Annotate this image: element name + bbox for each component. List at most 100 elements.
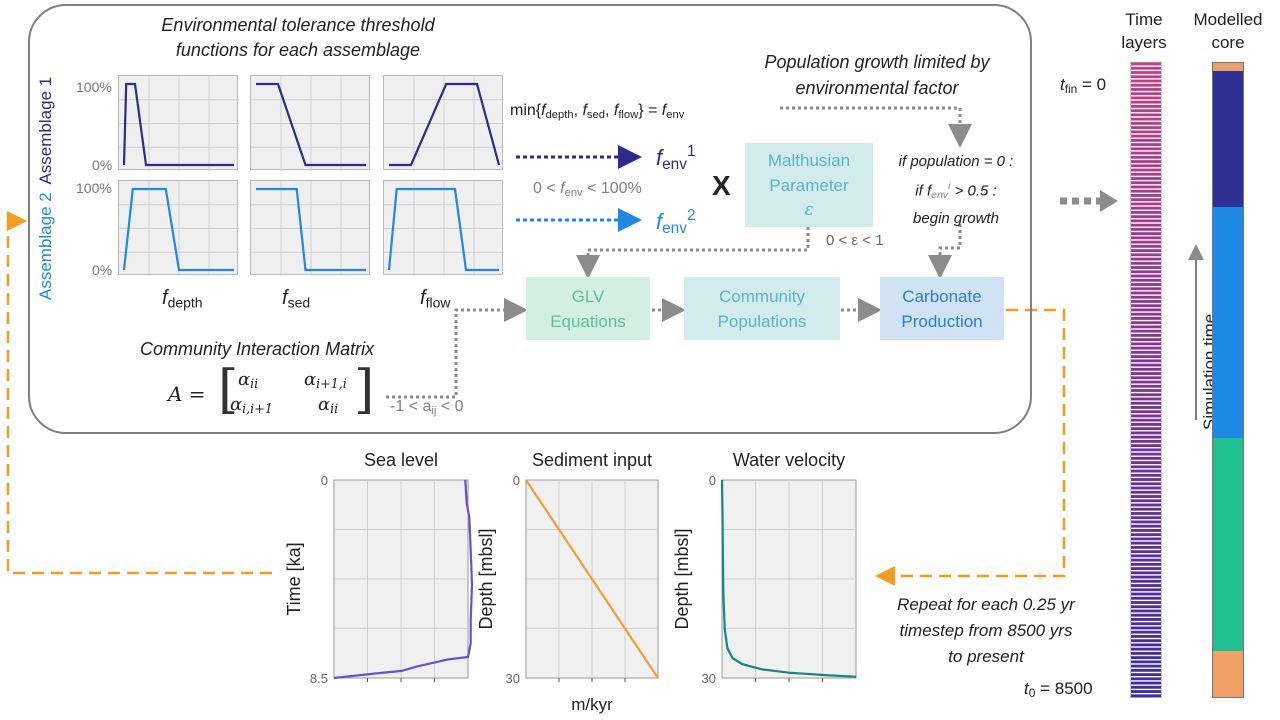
- time-layer: [1131, 660, 1161, 664]
- time-layer: [1131, 545, 1161, 549]
- time-layer: [1131, 342, 1161, 346]
- time-layer: [1131, 380, 1161, 384]
- time-layer: [1131, 185, 1161, 189]
- growth-condition: if population = 0 : if fenvi > 0.5 : beg…: [898, 153, 1014, 227]
- chart-2: Water velocity Depth [mbsl] 0 30: [672, 450, 857, 686]
- epsilon-range: 0 < ε < 1: [826, 232, 884, 249]
- modelled-core-title: Modelled core: [1193, 10, 1263, 52]
- time-layer: [1131, 456, 1161, 460]
- repeat-note: Repeat for each 0.25 yr timestep from 85…: [897, 595, 1075, 666]
- chart-ylabel: Depth [mbsl]: [672, 528, 692, 629]
- time-layer: [1131, 325, 1161, 329]
- time-layer: [1131, 338, 1161, 342]
- core-segment: [1213, 438, 1243, 651]
- time-layer: [1131, 75, 1161, 79]
- time-layer: [1131, 100, 1161, 104]
- loop-right: [875, 308, 1066, 586]
- time-layer: [1131, 227, 1161, 231]
- time-layer: [1131, 664, 1161, 668]
- time-layer: [1131, 147, 1161, 151]
- time-layer: [1131, 363, 1161, 367]
- time-layer: [1131, 685, 1161, 689]
- time-layer: [1131, 359, 1161, 363]
- model-panel: [28, 4, 1032, 434]
- time-layer: [1131, 579, 1161, 583]
- tolerance-plot-a2-1: [250, 180, 371, 276]
- time-layer: [1131, 223, 1161, 227]
- time-layer: [1131, 673, 1161, 676]
- time-layer: [1131, 554, 1161, 558]
- time-layer: [1131, 172, 1161, 176]
- time-layer: [1131, 622, 1161, 626]
- forcing-charts: Sea level Time [ka] 0 8.5 Sediment input Dept…: [284, 450, 857, 714]
- multiply-sign: X: [712, 170, 731, 201]
- time-layer: [1131, 244, 1161, 248]
- time-layer: [1131, 372, 1161, 375]
- carbonate-production-box: Carbonate Production: [880, 277, 1004, 340]
- time-layer: [1131, 350, 1161, 354]
- core-segment: [1213, 206, 1243, 439]
- time-layer: [1131, 155, 1161, 159]
- time-layer: [1131, 126, 1161, 130]
- cim-title: Community Interaction Matrix: [140, 339, 375, 359]
- tolerance-plot-a1-1: [250, 75, 371, 171]
- tick-0-row1: 0%: [92, 157, 113, 173]
- chart-series-line: [525, 479, 659, 679]
- tick-0-row2: 0%: [92, 262, 113, 278]
- tfin-label: tfin = 0: [1060, 75, 1107, 96]
- time-layer: [1131, 71, 1161, 74]
- time-layer: [1131, 656, 1161, 660]
- time-layer: [1131, 270, 1161, 274]
- time-layer: [1131, 575, 1161, 579]
- time-layer: [1131, 295, 1161, 299]
- time-layer: [1131, 647, 1161, 651]
- time-layer: [1131, 613, 1161, 617]
- time-layer: [1131, 105, 1161, 108]
- time-layer: [1131, 397, 1161, 401]
- aij-range: -1 < aij < 0: [390, 398, 464, 417]
- time-layer: [1131, 215, 1161, 219]
- time-layer: [1131, 202, 1161, 206]
- time-layer: [1131, 605, 1161, 609]
- time-layer: [1131, 469, 1161, 473]
- tolerance-curve: [122, 187, 234, 272]
- time-layer: [1131, 482, 1161, 486]
- chart-ytick: 0: [321, 473, 328, 488]
- interaction-matrix: A = [ ] αii αi+1,i αi,i+1 αii: [168, 360, 375, 420]
- time-layer: [1131, 626, 1161, 630]
- time-layer: [1131, 495, 1161, 498]
- time-layer: [1131, 333, 1161, 337]
- chart-title: Sea level: [364, 450, 438, 470]
- t0-label: t0 = 8500: [1024, 679, 1093, 700]
- time-layer: [1131, 240, 1161, 244]
- time-layer: [1131, 435, 1161, 439]
- time-layer: [1131, 393, 1161, 397]
- time-layer: [1131, 588, 1161, 592]
- time-layer: [1131, 312, 1161, 316]
- chart-ytick: 0: [513, 473, 520, 488]
- time-layer: [1131, 317, 1161, 320]
- time-layer: [1131, 274, 1161, 278]
- time-layer: [1131, 121, 1161, 125]
- tolerance-curve: [256, 187, 366, 272]
- min-equation: min{fdepth, fsed, fflow} = fenv: [510, 102, 685, 121]
- time-layer: [1131, 62, 1161, 66]
- chart-0: Sea level Time [ka] 0 8.5: [284, 450, 474, 686]
- time-layer: [1131, 329, 1161, 333]
- chart-series-line: [333, 479, 474, 680]
- modelled-core-bar: [1212, 62, 1244, 698]
- time-layer: [1131, 507, 1161, 511]
- tolerance-plot-a2-0: [118, 180, 239, 276]
- time-layer: [1131, 189, 1161, 193]
- time-layer: [1131, 486, 1161, 490]
- chart-xlabel: m/kyr: [571, 695, 613, 714]
- time-layer: [1131, 694, 1161, 698]
- f-depth-label: fdepth: [162, 287, 203, 311]
- chart-1: Sediment input Depth [mbsl] m/kyr 0 30: [476, 450, 659, 714]
- time-layer: [1131, 168, 1161, 172]
- time-layer: [1131, 232, 1161, 236]
- chart-ylabel: Time [ka]: [284, 542, 304, 615]
- time-layer: [1131, 143, 1161, 146]
- time-layer: [1131, 520, 1161, 524]
- time-layer: [1131, 164, 1161, 168]
